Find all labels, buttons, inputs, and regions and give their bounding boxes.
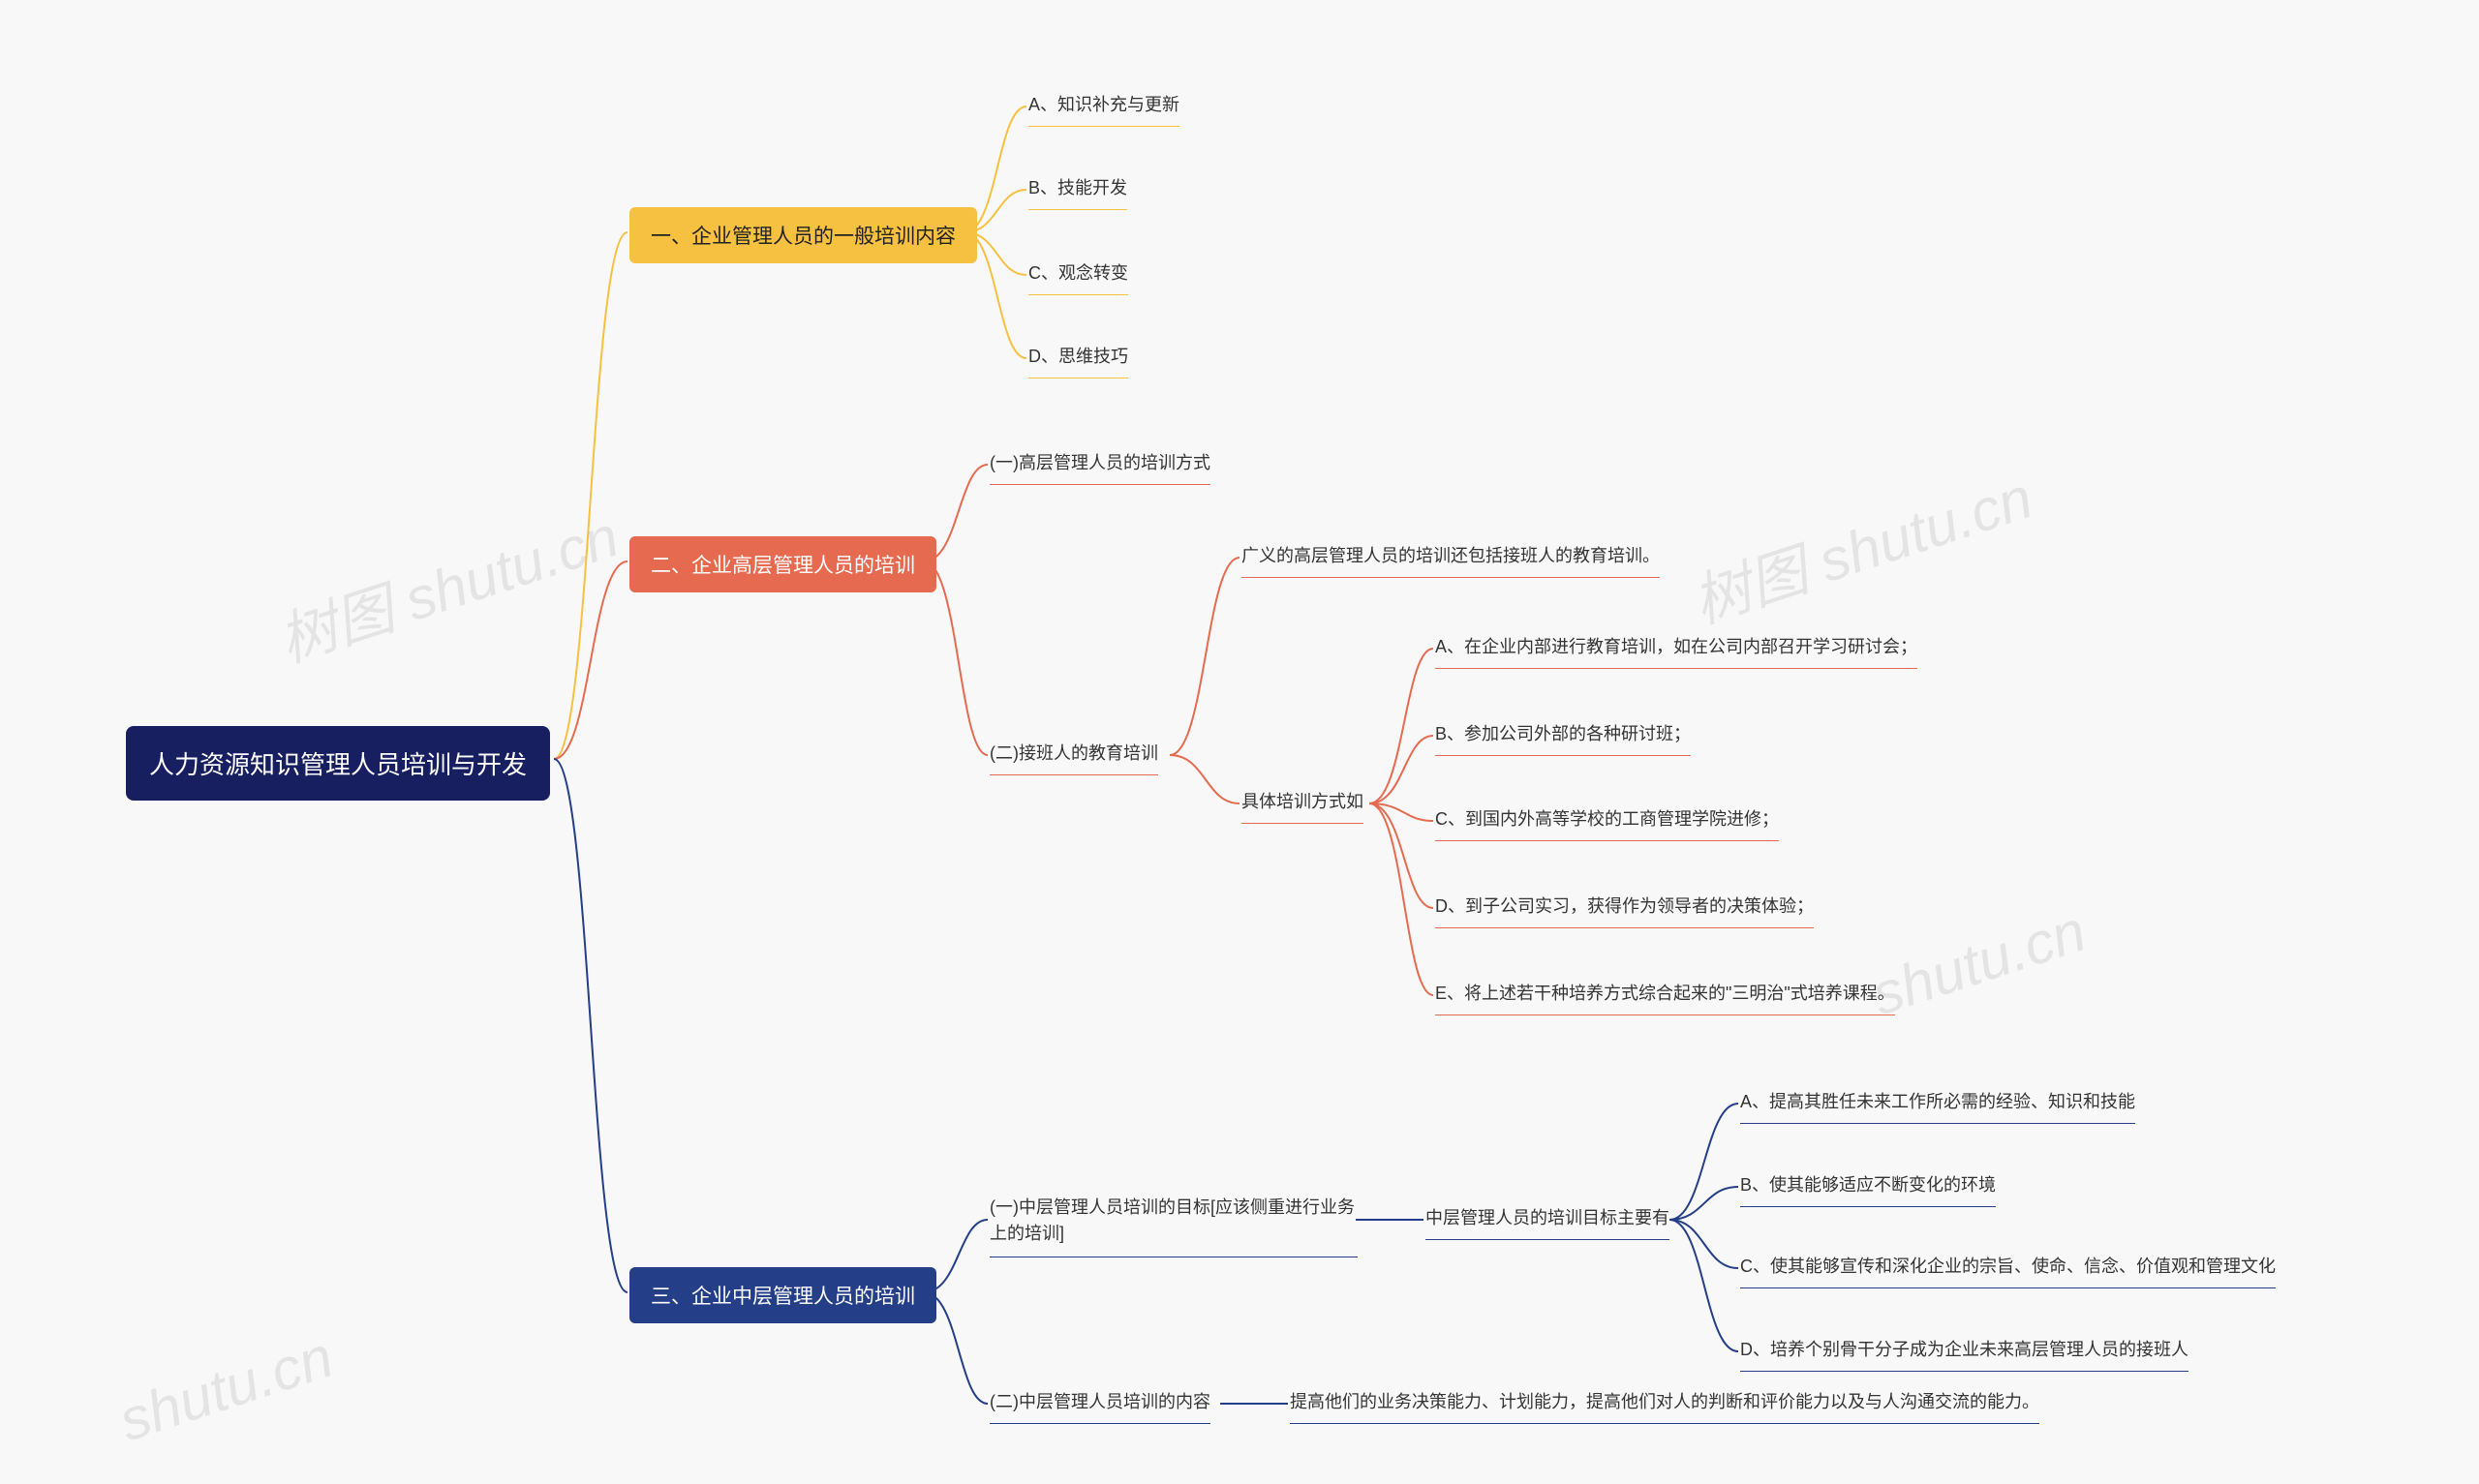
leaf-goal-d[interactable]: D、培养个别骨干分子成为企业未来高层管理人员的接班人: [1740, 1330, 2188, 1372]
watermark: 树图 shutu.cn: [1680, 451, 2041, 640]
leaf-knowledge-update[interactable]: A、知识补充与更新: [1028, 85, 1179, 127]
leaf-method-a[interactable]: A、在企业内部进行教育培训，如在公司内部召开学习研讨会；: [1435, 627, 1917, 669]
leaf-method-b[interactable]: B、参加公司外部的各种研讨班；: [1435, 714, 1691, 756]
root-node[interactable]: 人力资源知识管理人员培训与开发: [126, 726, 550, 801]
branch-middle-training[interactable]: 三、企业中层管理人员的培训: [629, 1267, 936, 1323]
branch-senior-training[interactable]: 二、企业高层管理人员的培训: [629, 536, 936, 592]
leaf-middle-goals[interactable]: (一)中层管理人员培训的目标[应该侧重进行业务上的培训]: [990, 1189, 1358, 1257]
leaf-goal-a[interactable]: A、提高其胜任未来工作所必需的经验、知识和技能: [1740, 1082, 2135, 1124]
leaf-broad-senior[interactable]: 广义的高层管理人员的培训还包括接班人的教育培训。: [1241, 536, 1660, 578]
leaf-thinking-skills[interactable]: D、思维技巧: [1028, 337, 1128, 379]
branch-general-training[interactable]: 一、企业管理人员的一般培训内容: [629, 207, 977, 263]
watermark: 树图 shutu.cn: [266, 490, 627, 679]
leaf-method-e[interactable]: E、将上述若干种培养方式综合起来的"三明治"式培养课程。: [1435, 974, 1895, 1015]
leaf-goal-c[interactable]: C、使其能够宣传和深化企业的宗旨、使命、信念、价值观和管理文化: [1740, 1247, 2276, 1288]
leaf-senior-method[interactable]: (一)高层管理人员的培训方式: [990, 443, 1210, 485]
leaf-middle-content[interactable]: (二)中层管理人员培训的内容: [990, 1382, 1210, 1424]
leaf-concept-change[interactable]: C、观念转变: [1028, 254, 1128, 295]
leaf-specific-methods[interactable]: 具体培训方式如: [1241, 782, 1363, 824]
watermark: shutu.cn: [111, 1323, 341, 1455]
leaf-middle-content-text[interactable]: 提高他们的业务决策能力、计划能力，提高他们对人的判断和评价能力以及与人沟通交流的…: [1290, 1382, 2039, 1424]
leaf-successor-training[interactable]: (二)接班人的教育培训: [990, 734, 1158, 775]
watermark: shutu.cn: [1864, 897, 2094, 1029]
mindmap-canvas: 树图 shutu.cn 树图 shutu.cn shutu.cn shutu.c…: [0, 0, 2479, 1484]
leaf-middle-goal-main[interactable]: 中层管理人员的培训目标主要有: [1425, 1198, 1669, 1240]
leaf-method-d[interactable]: D、到子公司实习，获得作为领导者的决策体验；: [1435, 887, 1814, 928]
leaf-goal-b[interactable]: B、使其能够适应不断变化的环境: [1740, 1166, 1996, 1207]
leaf-method-c[interactable]: C、到国内外高等学校的工商管理学院进修；: [1435, 800, 1779, 841]
leaf-skill-dev[interactable]: B、技能开发: [1028, 168, 1127, 210]
